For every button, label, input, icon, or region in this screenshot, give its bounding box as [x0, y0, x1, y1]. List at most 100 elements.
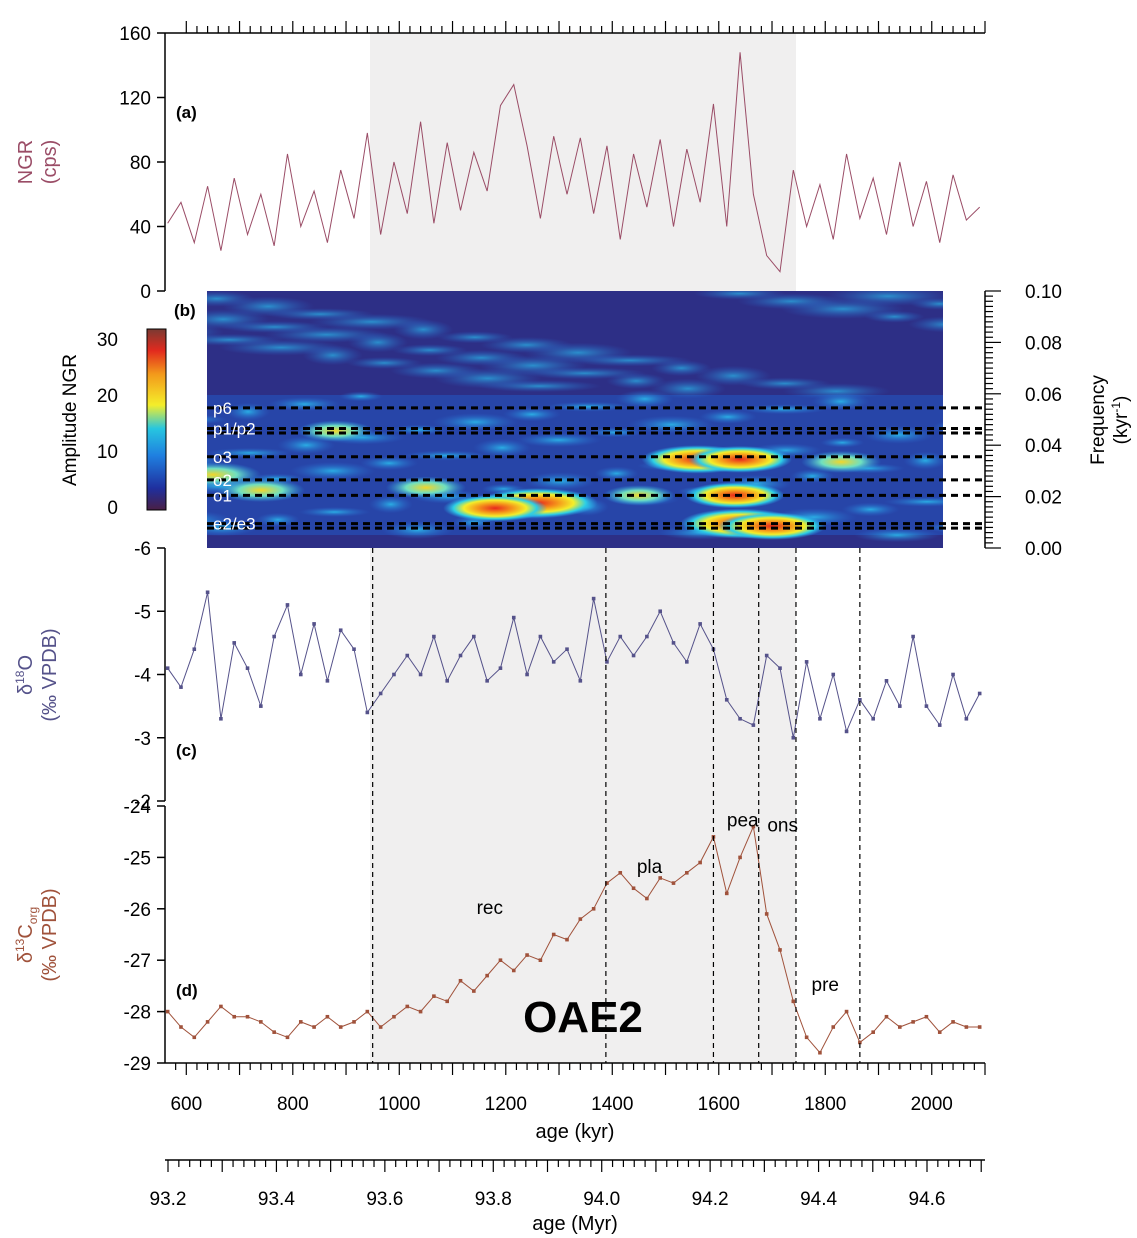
frequency-tick-label: 0.00 [1025, 539, 1062, 560]
wavelet-highfreq-cell [347, 332, 408, 353]
d18o-point [778, 666, 782, 670]
d18o-point [511, 615, 516, 620]
colorbar-tick-label: 10 [97, 442, 118, 463]
d13c-point [525, 953, 529, 957]
d18o-point [751, 723, 756, 727]
wavelet-lowfreq-cell [615, 389, 674, 408]
wavelet-lowfreq-cell [360, 456, 419, 471]
age-kyr-tick-label: 1000 [378, 1094, 420, 1115]
d18o-point [418, 672, 423, 677]
wavelet-highfreq-cell [651, 360, 712, 377]
age-kyr-tick-label: 1200 [485, 1094, 527, 1115]
d18o-panel: -6 -5 -4 -3 -2 δ18O (‰ VPDB) (c) [13, 539, 982, 813]
d18o-point [724, 698, 729, 702]
d13c-point [272, 1030, 276, 1034]
wavelet-highfreq-cell [908, 316, 943, 333]
d13c-point [791, 999, 796, 1004]
d18o-point [818, 716, 822, 721]
d13c-point [618, 871, 623, 875]
d13c-ytick-label: -26 [124, 900, 151, 921]
d13c-point [605, 881, 609, 885]
ngr-ytick-label: 0 [140, 282, 151, 303]
wavelet-highfreq-cell [302, 345, 363, 366]
age-kyr-tick-label: 1400 [591, 1094, 633, 1115]
wavelet-lowfreq-cell [381, 521, 454, 540]
d18o-point [685, 660, 689, 664]
d18o-point [312, 622, 316, 626]
wavelet-highfreq-cell [909, 297, 943, 310]
ngr-ytick-label: 40 [130, 218, 151, 239]
age-myr-tick-label: 94.0 [583, 1189, 620, 1210]
ngr-ytick-label: 80 [130, 153, 151, 174]
d18o-point [192, 647, 197, 651]
wavelet-highfreq-cell [864, 310, 925, 323]
d13c-point [538, 958, 543, 962]
age-kyr-tick-label: 2000 [911, 1094, 953, 1115]
age-kyr-tick-label: 800 [277, 1094, 309, 1115]
colorbar-tick-label: 20 [97, 386, 118, 407]
d18o-point [179, 685, 183, 689]
d13c-point [392, 1014, 396, 1019]
oae2-shading-upper [370, 33, 796, 291]
d13c-point [205, 1020, 210, 1024]
wavelet-lowfreq-cell [368, 495, 413, 514]
wavelet-hotspot [684, 482, 785, 509]
d13c-point [338, 1025, 343, 1029]
d13c-ytick-label: -28 [124, 1003, 151, 1024]
age-myr-tick-label: 94.6 [909, 1189, 946, 1210]
ngr-ytick-label: 160 [119, 24, 151, 45]
d13c-point [671, 881, 676, 885]
d13c-point [458, 978, 463, 983]
d13c-point [871, 1030, 875, 1034]
age-kyr-tick-label: 1600 [698, 1094, 740, 1115]
d13c-point [645, 896, 649, 901]
wavelet-amplitude-field [207, 291, 943, 543]
d13c-point [578, 917, 583, 921]
d18o-point [565, 647, 569, 651]
d13c-panel: -29-28-27-26-25-24 δ13Corg (‰ VPDB) (d) … [13, 797, 982, 1075]
d18o-point [924, 704, 929, 708]
d13c-ylabel-unit: (‰ VPDB) [39, 888, 61, 981]
frequency-tick-label: 0.10 [1025, 282, 1062, 303]
d13c-point [405, 1004, 410, 1009]
d13c-point [352, 1020, 356, 1024]
wavelet-lowfreq-cell [903, 451, 943, 470]
d13c-point [445, 999, 450, 1004]
d13c-point [472, 989, 476, 993]
d18o-point [764, 653, 769, 658]
d13c-point [804, 1035, 809, 1040]
age-kyr-tick-label: 1800 [804, 1094, 846, 1115]
d18o-point [951, 672, 955, 677]
wavelet-hotspot [385, 476, 466, 499]
d18o-point [645, 634, 649, 639]
wavelet-lowfreq-cell [594, 466, 639, 481]
wavelet-band-label: o3 [213, 448, 232, 467]
wavelet-lowfreq-cell [473, 438, 532, 457]
d13c-point [259, 1020, 263, 1024]
d13c-point [192, 1035, 197, 1040]
d13c-point [831, 1025, 836, 1029]
d13c-point [977, 1025, 982, 1029]
d13c-point [658, 876, 662, 880]
wavelet-lowfreq-cell [268, 397, 341, 412]
d18o-series-points [165, 590, 982, 740]
ngr-panel: 0 40 80 120 160 NGR (cps) (a) [15, 21, 986, 303]
d13c-point [511, 968, 516, 973]
wavelet-lowfreq-cell [502, 407, 561, 422]
d18o-y-ticks: -6 -5 -4 -3 -2 [134, 539, 165, 813]
wavelet-highfreq-cell [649, 378, 726, 399]
d18o-point [977, 691, 982, 696]
panel-label-d: (d) [176, 981, 198, 1000]
ngr-ylabel: NGR [15, 140, 37, 184]
d18o-point [631, 653, 636, 658]
wavelet-lowfreq-cell [933, 421, 943, 434]
wavelet-lowfreq-cell [854, 528, 941, 543]
age-myr-tick-label: 93.6 [366, 1189, 403, 1210]
d13c-point [764, 912, 769, 916]
stage-label-pla: pla [637, 857, 663, 878]
d13c-point [898, 1025, 902, 1029]
wavelet-lowfreq-cell [841, 502, 900, 517]
d13c-ytick-label: -24 [124, 797, 152, 818]
panel-label-b: (b) [174, 301, 196, 320]
